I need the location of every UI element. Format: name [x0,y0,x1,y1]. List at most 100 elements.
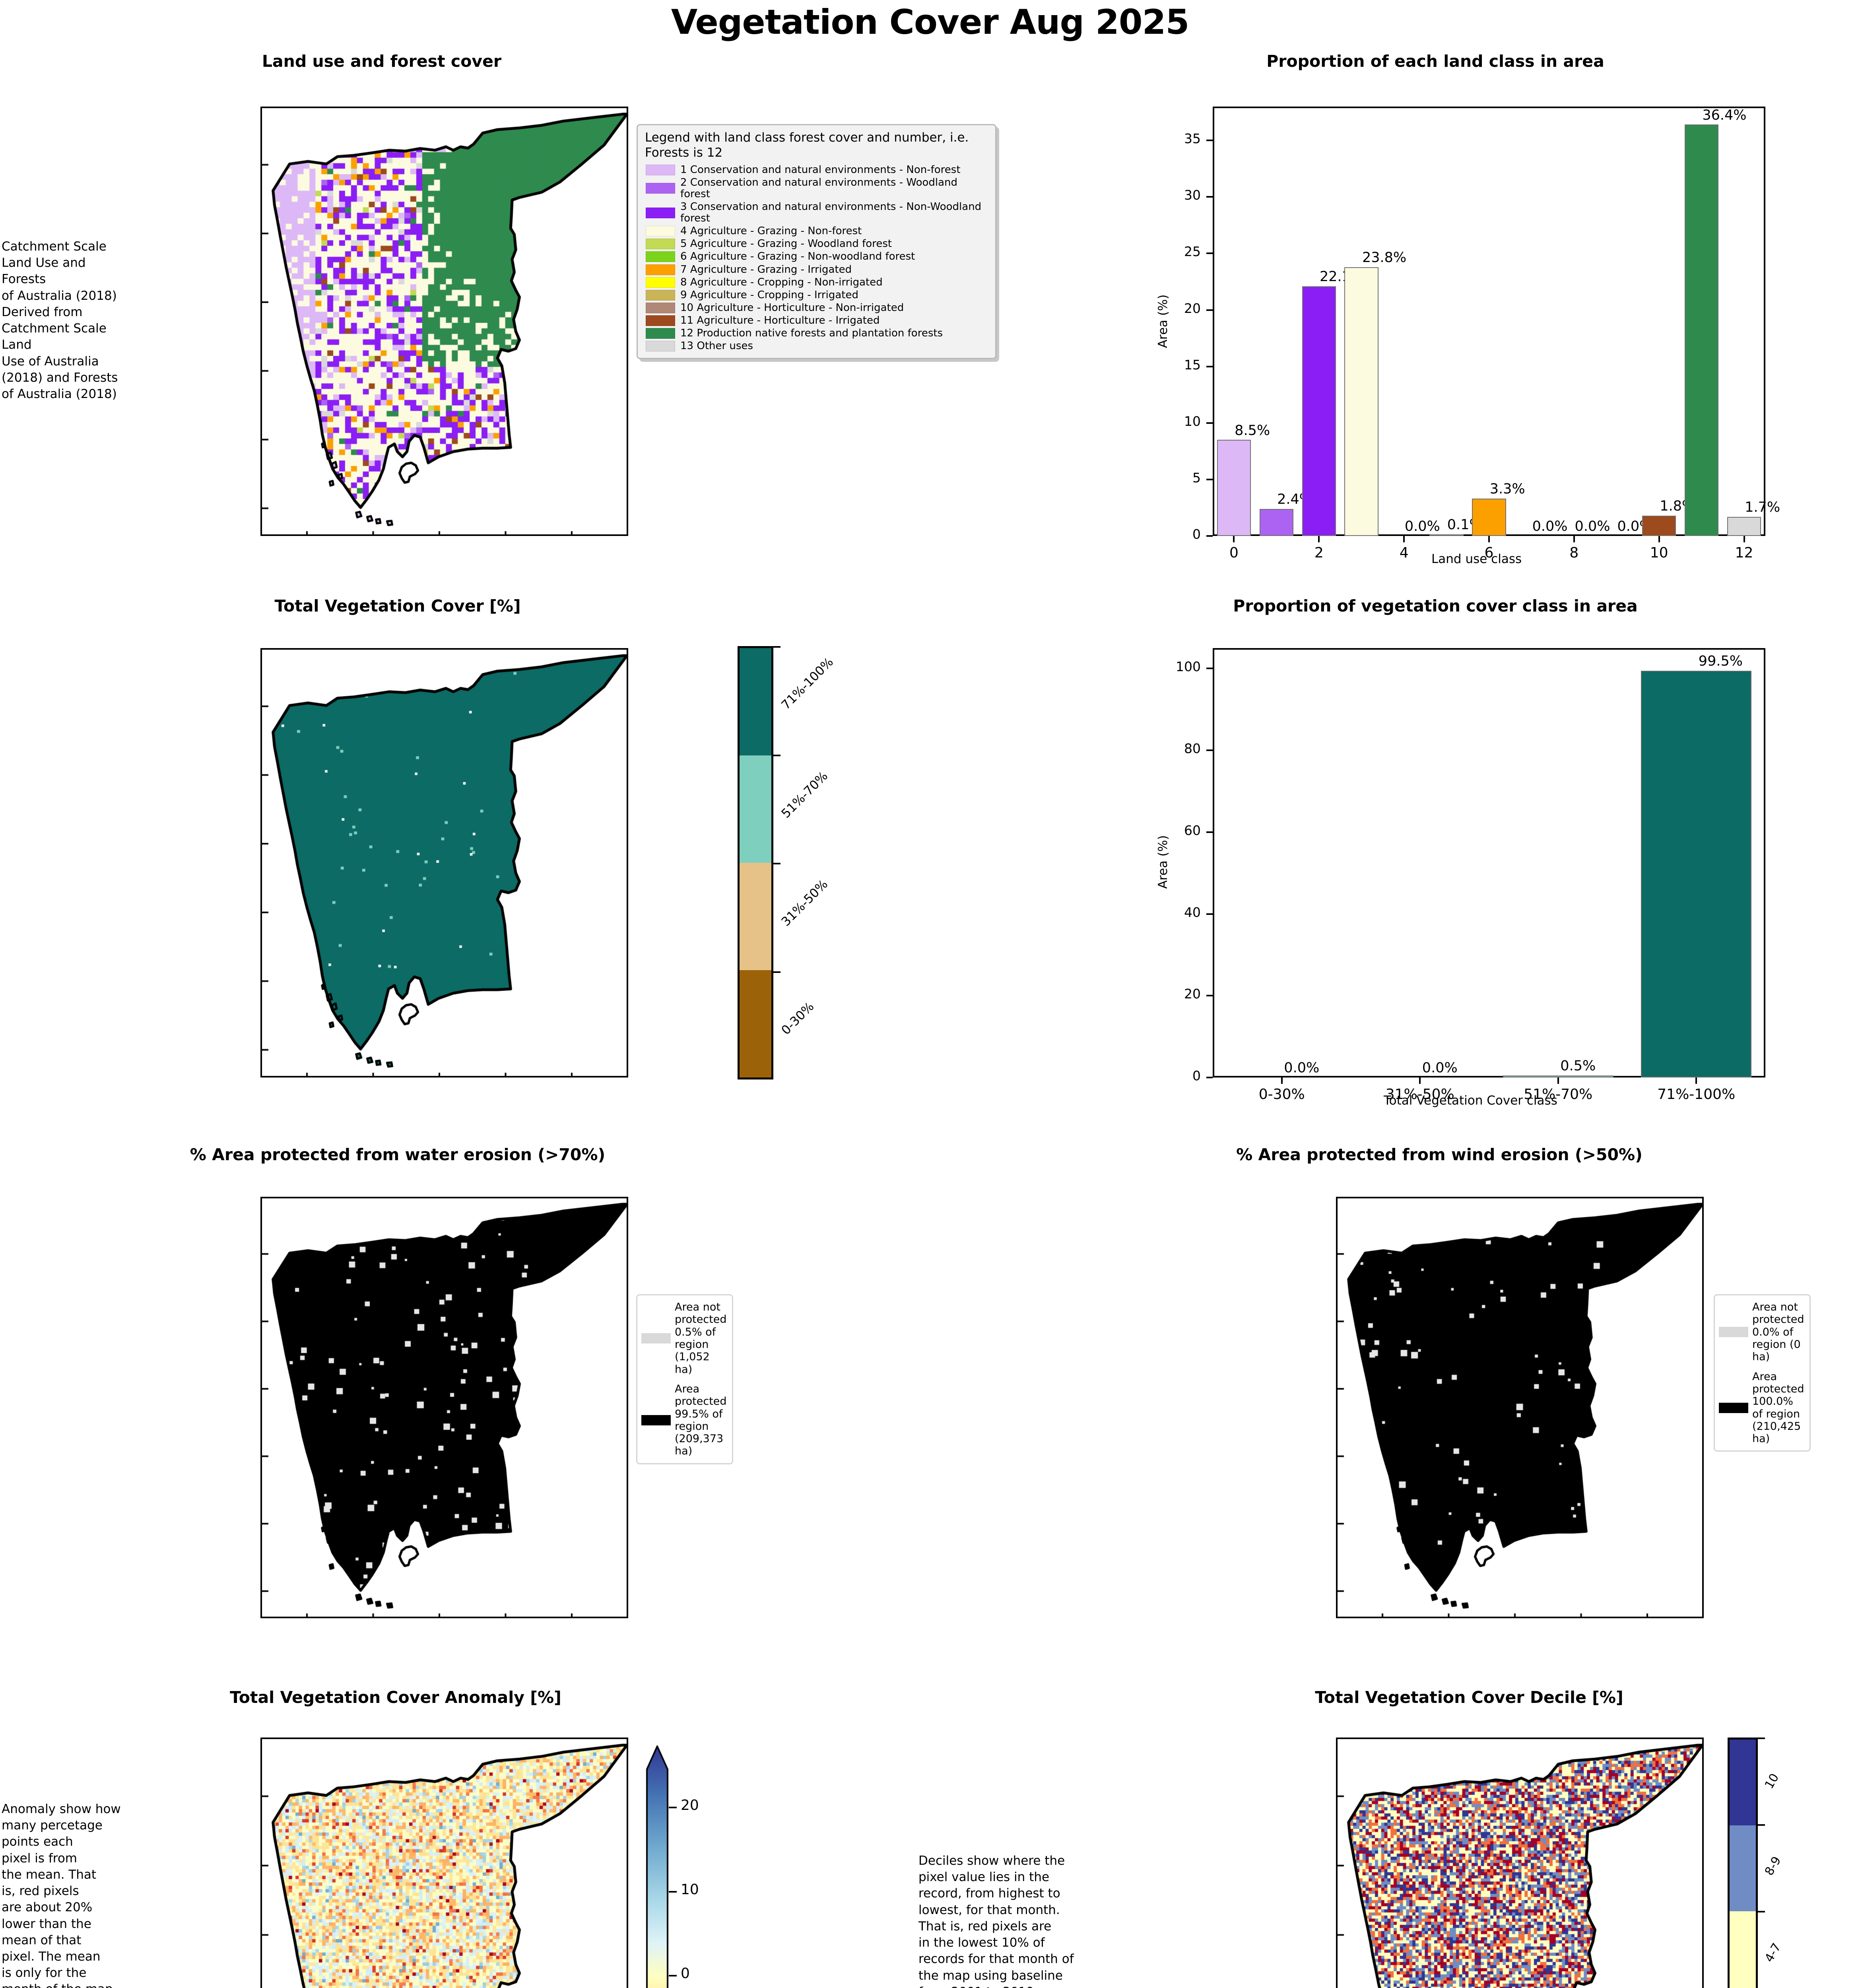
anomaly-colorbar-tick [669,1975,677,1976]
decile-colorbar-labels: 12-34-78-910 [1728,1738,1855,1988]
y-tick-label-80: 80 [1184,741,1201,757]
colorbar-label-71%-100%: 71%-100% [779,655,837,712]
legend-item-11: 11 Agriculture - Horticulture - Irrigate… [644,315,989,326]
colorbar-label-31%-50%: 31%-50% [779,877,831,929]
colorbar-tick [773,863,781,864]
legend-swatch-7 [646,264,675,275]
legend-label-6: 6 Agriculture - Grazing - Non-woodland f… [680,250,915,263]
y-tick [1206,365,1213,367]
colorbar-label-0-30%: 0-30% [779,999,817,1038]
x-tick [1557,1077,1559,1084]
page-title: Vegetation Cover Aug 2025 [671,2,1190,42]
legend-label-3: 3 Conservation and natural environments … [680,200,982,225]
x-tick [1318,536,1320,542]
legend-item-not-protected: Area not protected 0.0% of region (0 ha) [1719,1301,1806,1363]
colorbar-tick [773,971,781,973]
swatch-not-protected [641,1333,671,1343]
legend-swatch-2 [646,183,675,194]
legend-swatch-11 [646,315,675,326]
source-note: Catchment Scale Land Use and Forests of … [2,239,118,401]
legend-swatch-5 [646,239,675,250]
legend-swatch-1 [646,164,675,175]
legend-label-2: 2 Conservation and natural environments … [680,176,958,200]
anomaly-colorbar-label-10: 10 [681,1881,699,1898]
colorbar-segment-0-30% [740,970,771,1077]
legend-item-3: 3 Conservation and natural environments … [644,201,989,224]
x-tick [1419,1077,1421,1084]
legend-item-protected: Area protected 100.0% of region (210,425… [1719,1371,1806,1445]
colorbar-tick [1757,1911,1765,1912]
panel-title-land-use-map: Land use and forest cover [262,52,502,71]
colorbar-segment-31%-50% [740,863,771,970]
colorbar-segment-71%-100% [740,648,771,755]
legend-swatch-6 [646,251,675,262]
swatch-not-protected [1719,1327,1748,1338]
colorbar-tick [1757,1738,1765,1739]
y-tick-label-0: 0 [1192,1068,1201,1083]
anomaly-colorbar-tick [669,1891,677,1893]
x-tick [1488,536,1490,542]
veg-cover-bar-xlabel: Total Vegetation Cover class [1384,1093,1557,1108]
legend-label-4: 4 Agriculture - Grazing - Non-forest [680,225,862,237]
colorbar-segment-10 [1730,1740,1756,1825]
swatch-protected [641,1415,671,1425]
colorbar-tick [773,646,781,648]
colorbar-label-8-9: 8-9 [1762,1854,1784,1878]
swatch-protected [1719,1402,1748,1413]
y-tick [1206,995,1213,997]
water-erosion-legend: Area not protected 0.5% of region (1,052… [636,1294,733,1464]
legend-label-8: 8 Agriculture - Cropping - Non-irrigated [680,276,883,288]
legend-swatch-10 [646,302,675,313]
legend-swatch-8 [646,277,675,288]
x-tick-label-10: 10 [1650,545,1668,561]
legend-item-9: 9 Agriculture - Cropping - Irrigated [644,289,989,301]
legend-item-6: 6 Agriculture - Grazing - Non-woodland f… [644,251,989,262]
legend-label-9: 9 Agriculture - Cropping - Irrigated [680,289,858,301]
veg-cover-bar-ylabel: Area (%) [1156,835,1170,889]
legend-item-not-protected: Area not protected 0.5% of region (1,052… [641,1301,728,1376]
colorbar-segment-51%-70% [740,755,771,863]
legend-swatch-3 [646,207,675,218]
legend-label-not-protected: Area not protected 0.0% of region (0 ha) [1752,1301,1804,1363]
panel-title-wind-erosion: % Area protected from wind erosion (>50%… [1236,1145,1643,1164]
y-tick-label-15: 15 [1184,357,1201,373]
anomaly-colorbar-tick [669,1807,677,1808]
y-tick [1206,309,1213,311]
panel-title-land-use-bar: Proportion of each land class in area [1266,52,1604,71]
legend-label-13: 13 Other uses [680,340,753,352]
legend-swatch-4 [646,226,675,237]
y-tick [1206,749,1213,751]
y-tick-label-25: 25 [1184,244,1201,260]
x-tick-label-0-30%: 0-30% [1258,1086,1305,1103]
legend-label-1: 1 Conservation and natural environments … [680,163,961,176]
y-tick [1206,535,1213,537]
legend-item-4: 4 Agriculture - Grazing - Non-forest [644,225,989,237]
land-use-map [260,107,628,536]
land-use-bar-chart [1213,107,1765,536]
water-erosion-map [260,1197,628,1618]
legend-label-7: 7 Agriculture - Grazing - Irrigated [680,263,852,276]
legend-item-7: 7 Agriculture - Grazing - Irrigated [644,264,989,276]
panel-title-anomaly: Total Vegetation Cover Anomaly [%] [230,1688,561,1707]
legend-label-protected: Area protected 100.0% of region (210,425… [1752,1370,1804,1445]
x-tick-label-12: 12 [1735,545,1753,561]
legend-label-protected: Area protected 99.5% of region (209,373 … [675,1382,727,1458]
veg-cover-colorbar [738,646,773,1079]
land-use-legend: Legend with land class forest cover and … [637,124,996,359]
x-tick [1403,536,1405,542]
panel-title-water-erosion: % Area protected from water erosion (>70… [190,1145,606,1164]
veg-cover-bar-chart [1213,648,1765,1077]
legend-swatch-12 [646,328,675,339]
y-tick-label-40: 40 [1184,904,1201,920]
colorbar-segment-4-7 [1730,1911,1756,1988]
colorbar-label-4-7: 4-7 [1762,1941,1784,1965]
legend-item-2: 2 Conservation and natural environments … [644,177,989,200]
x-tick-label-8: 8 [1569,545,1579,561]
legend-item-1: 1 Conservation and natural environments … [644,164,989,176]
anomaly-note: Anomaly show how many percetage points e… [2,1802,121,1988]
panel-title-decile: Total Vegetation Cover Decile [%] [1315,1688,1623,1707]
anomaly-map [260,1738,628,1988]
x-tick-label-0: 0 [1229,545,1239,561]
panel-title-veg-cover-bar: Proportion of vegetation cover class in … [1233,596,1638,615]
